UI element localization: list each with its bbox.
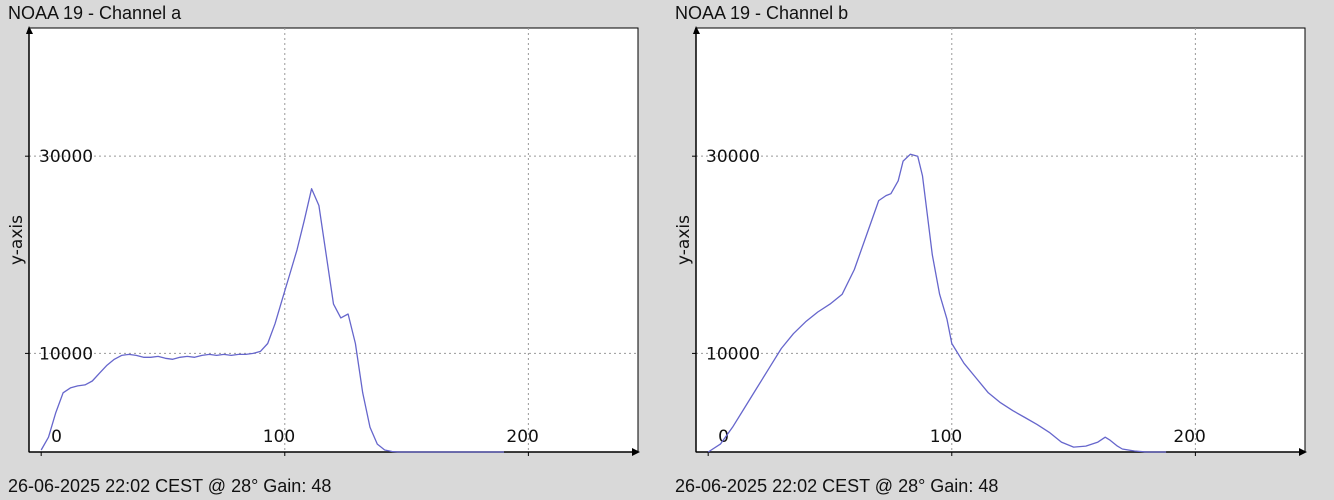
- y-tick-label: 10000: [39, 344, 93, 364]
- x-axis-arrow: [1299, 448, 1307, 456]
- capture-info: 26-06-2025 22:02 CEST @ 28° Gain: 48: [8, 476, 332, 496]
- chart-panel-channel-a: NOAA 19 - Channel a 0 100 200 10000 30000 y-a…: [7, 3, 640, 496]
- series-line: [40, 188, 504, 453]
- y-axis-arrow: [693, 26, 700, 34]
- x-tick-label: 100: [930, 427, 962, 447]
- plot-area: [28, 27, 639, 453]
- y-axis-label: y-axis: [674, 215, 694, 265]
- chart-title: NOAA 19 - Channel b: [675, 3, 849, 23]
- x-tick-label: 200: [1173, 427, 1205, 447]
- chart-plot-channel-b: 0 100 200 10000 30000 y-axis: [674, 26, 1307, 456]
- x-axis-arrow: [632, 448, 640, 456]
- x-tick-label: 0: [718, 427, 729, 447]
- y-tick-label: 10000: [706, 344, 760, 364]
- chart-title: NOAA 19 - Channel a: [8, 3, 182, 23]
- x-tick-label: 0: [51, 427, 62, 447]
- y-axis-arrow: [26, 26, 33, 34]
- y-tick-label: 30000: [706, 147, 760, 167]
- y-axis-label: y-axis: [7, 215, 27, 265]
- y-tick-label: 30000: [39, 147, 93, 167]
- x-tick-label: 200: [506, 427, 538, 447]
- plot-area: [695, 27, 1306, 453]
- chart-panel-channel-b: NOAA 19 - Channel b 0 100 200 10000 30000 y-a…: [667, 0, 1334, 500]
- capture-info: 26-06-2025 22:02 CEST @ 28° Gain: 48: [675, 476, 999, 496]
- series-line: [707, 153, 1167, 453]
- chart-plot-channel-a: 0 100 200 10000 30000 y-axis: [7, 26, 640, 456]
- x-tick-label: 100: [263, 427, 295, 447]
